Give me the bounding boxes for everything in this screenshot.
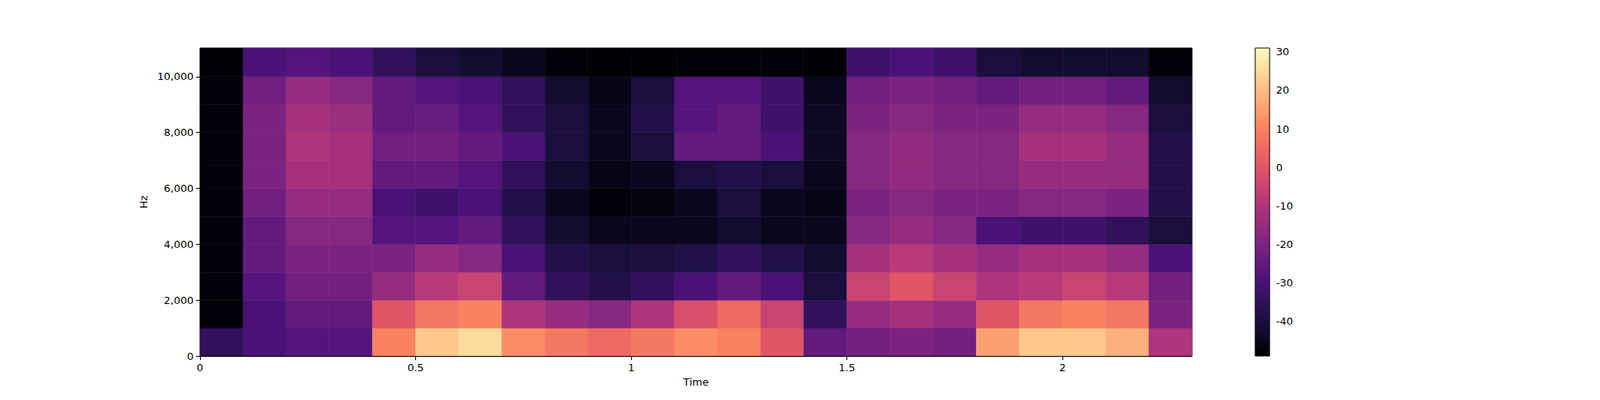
svg-text:10,000: 10,000 (157, 70, 195, 83)
svg-text:1.5: 1.5 (838, 361, 856, 374)
svg-text:2,000: 2,000 (164, 294, 194, 307)
svg-text:0: 0 (1276, 161, 1283, 174)
svg-text:-40: -40 (1276, 315, 1293, 328)
svg-text:8,000: 8,000 (164, 126, 194, 139)
svg-text:0.5: 0.5 (407, 361, 424, 374)
svg-text:0: 0 (187, 350, 194, 363)
svg-text:Hz: Hz (137, 195, 150, 209)
svg-text:-30: -30 (1276, 276, 1293, 289)
svg-text:4,000: 4,000 (164, 238, 194, 251)
svg-text:1: 1 (628, 361, 635, 374)
svg-text:10: 10 (1276, 123, 1290, 136)
svg-text:2: 2 (1059, 361, 1066, 374)
svg-text:-10: -10 (1276, 200, 1293, 212)
svg-text:20: 20 (1276, 84, 1290, 96)
svg-text:Time: Time (682, 376, 709, 388)
svg-text:30: 30 (1276, 45, 1290, 58)
svg-text:6,000: 6,000 (164, 182, 194, 195)
svg-text:-20: -20 (1276, 238, 1293, 251)
svg-text:0: 0 (196, 361, 204, 374)
